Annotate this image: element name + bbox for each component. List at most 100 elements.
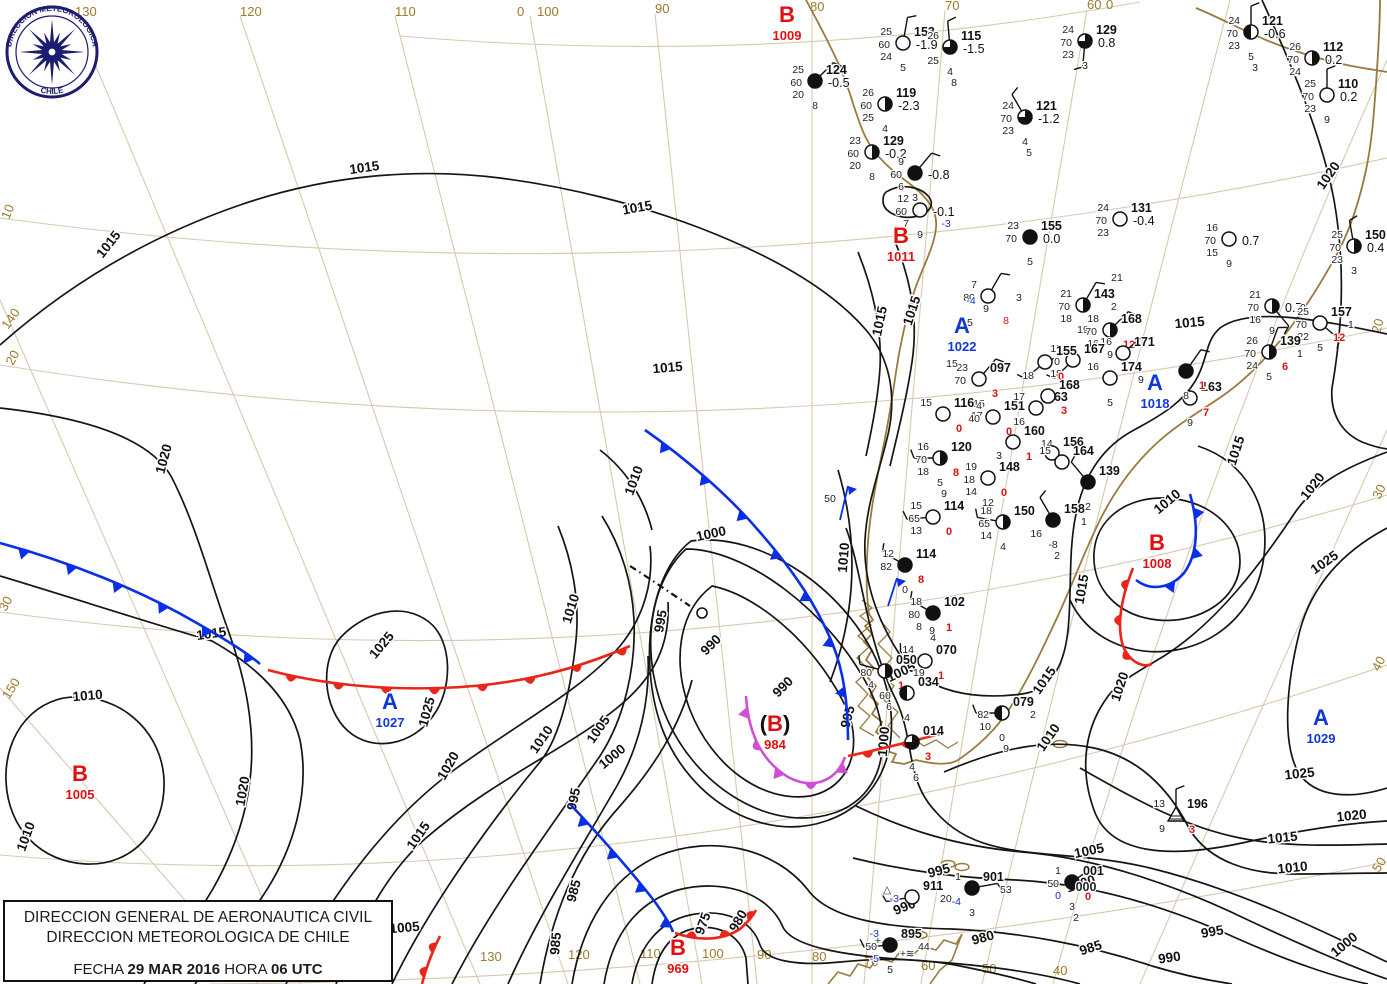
station-circle <box>907 165 923 181</box>
station-dewpoint: 24 <box>1246 360 1258 372</box>
pressure-center-value: 1005 <box>66 787 95 802</box>
pressure-center-letter: B <box>1149 530 1165 555</box>
isobar-value-label: 1015 <box>869 304 890 337</box>
island <box>940 859 956 869</box>
station-code: 124 <box>826 63 847 77</box>
weather-fronts <box>0 428 1205 984</box>
cold-front-triangle <box>1164 581 1176 593</box>
station-anomaly: -0.8 <box>928 168 950 182</box>
isobar-line <box>857 251 882 457</box>
isobar-value-label: 1015 <box>1030 663 1060 697</box>
station-below-value: 5 <box>1248 51 1254 63</box>
pressure-center-letter: A <box>1313 705 1329 730</box>
brazil-north-coast <box>1195 7 1387 73</box>
station-anomaly: 0.4 <box>1367 241 1384 255</box>
station-temp: 18 <box>980 505 992 517</box>
cold-front-triangle <box>659 917 672 928</box>
station-left-value: 82 <box>880 561 892 573</box>
station-code: 034 <box>918 675 939 689</box>
station-half-fill <box>900 686 907 700</box>
station-half-fill <box>885 664 892 678</box>
station-below-value: 8 <box>812 100 818 112</box>
isobar-value-label: 1020 <box>1314 159 1344 192</box>
isobar-value-label: 1000 <box>1328 929 1361 960</box>
station-temp: 24 <box>1097 202 1109 214</box>
grid-label: 130 <box>480 949 502 964</box>
station-left-value: 60 <box>895 206 907 218</box>
station-code: 131 <box>1131 201 1152 215</box>
wind-barb-shaft <box>1114 311 1129 326</box>
station-dewpoint: 20 <box>849 160 861 172</box>
cold-front-line <box>0 541 261 665</box>
station-temp: 15 <box>910 500 922 512</box>
station-code: 120 <box>951 440 972 454</box>
isobar-line <box>631 912 1037 984</box>
isobar-line <box>539 679 693 984</box>
station-below-value: 8 <box>1183 390 1189 402</box>
station-left-value: 60 <box>890 169 902 181</box>
station-below-value: 9 <box>1269 325 1275 337</box>
station-left-value: 70 <box>1295 319 1307 331</box>
wind-barb-shaft <box>977 516 997 522</box>
warm-front-semicircle <box>428 942 437 954</box>
station-dewpoint: 18 <box>917 466 929 478</box>
station-dewpoint: 8 <box>916 621 922 633</box>
grid-label: 100 <box>702 946 724 961</box>
station-three-quarter-fill <box>943 40 957 54</box>
station-below-value: 4 <box>882 123 888 135</box>
coastline <box>805 0 1387 984</box>
station-below-value: 9 <box>1187 417 1193 429</box>
station-temp: 26 <box>927 30 939 42</box>
isobar-value-label: 1015 <box>1072 573 1092 606</box>
station-dewpoint: 18 <box>1060 313 1072 325</box>
station-half-fill <box>995 706 1002 720</box>
station-left-value: 70 <box>1085 326 1097 338</box>
station-temp: 21 <box>1249 289 1261 301</box>
isobar-value-label: 1010 <box>1277 858 1308 876</box>
isobar-line <box>1069 445 1266 653</box>
pressure-center-value: 1008 <box>1143 556 1172 571</box>
station-code: 129 <box>883 134 904 148</box>
grid-label: 0 <box>1106 0 1113 12</box>
isobar-line <box>285 545 652 984</box>
wind-barb-shaft <box>1070 461 1085 478</box>
station-left-value: 70 <box>915 454 927 466</box>
isobar-value-label: 1015 <box>1224 434 1248 468</box>
isobar-line <box>1079 767 1387 847</box>
station-circle <box>1065 352 1081 368</box>
misc-annotation: △ <box>883 884 892 896</box>
isobar-value-label: 1005 <box>1073 840 1106 861</box>
station-left-value: 60 <box>790 77 802 89</box>
misc-annotation: 50 <box>824 493 836 505</box>
wind-barb-shaft <box>990 273 1002 291</box>
station-circle <box>1044 445 1060 461</box>
station-code: 121 <box>1262 14 1283 28</box>
station-circle <box>912 202 928 218</box>
station-plot: 196 3 13 9 <box>1152 785 1209 837</box>
station-left-value: 70 <box>1204 235 1216 247</box>
isobar-line <box>649 548 884 819</box>
wind-barb-tick <box>907 14 917 19</box>
station-temp: 26 <box>1246 335 1258 347</box>
station-dewpoint: 25 <box>927 55 939 67</box>
isobar-line <box>599 449 653 531</box>
station-temp: 21 <box>1060 288 1072 300</box>
station-circle <box>904 889 920 905</box>
isobar-value-label: 985 <box>547 931 564 955</box>
station-half-fill <box>1003 515 1010 529</box>
warm-front-semicircle <box>476 684 489 692</box>
isobar-value-label: 1010 <box>835 542 853 573</box>
station-below-value: 9 <box>917 229 923 241</box>
misc-annotation: 15 <box>946 358 958 370</box>
station-code: 155 <box>1056 344 1077 358</box>
station-code: 901 <box>983 870 1004 884</box>
station-left-value: -3 <box>890 893 899 905</box>
station-left-value: 70 <box>1058 301 1070 313</box>
isobar-value-label: 1025 <box>1308 547 1342 577</box>
